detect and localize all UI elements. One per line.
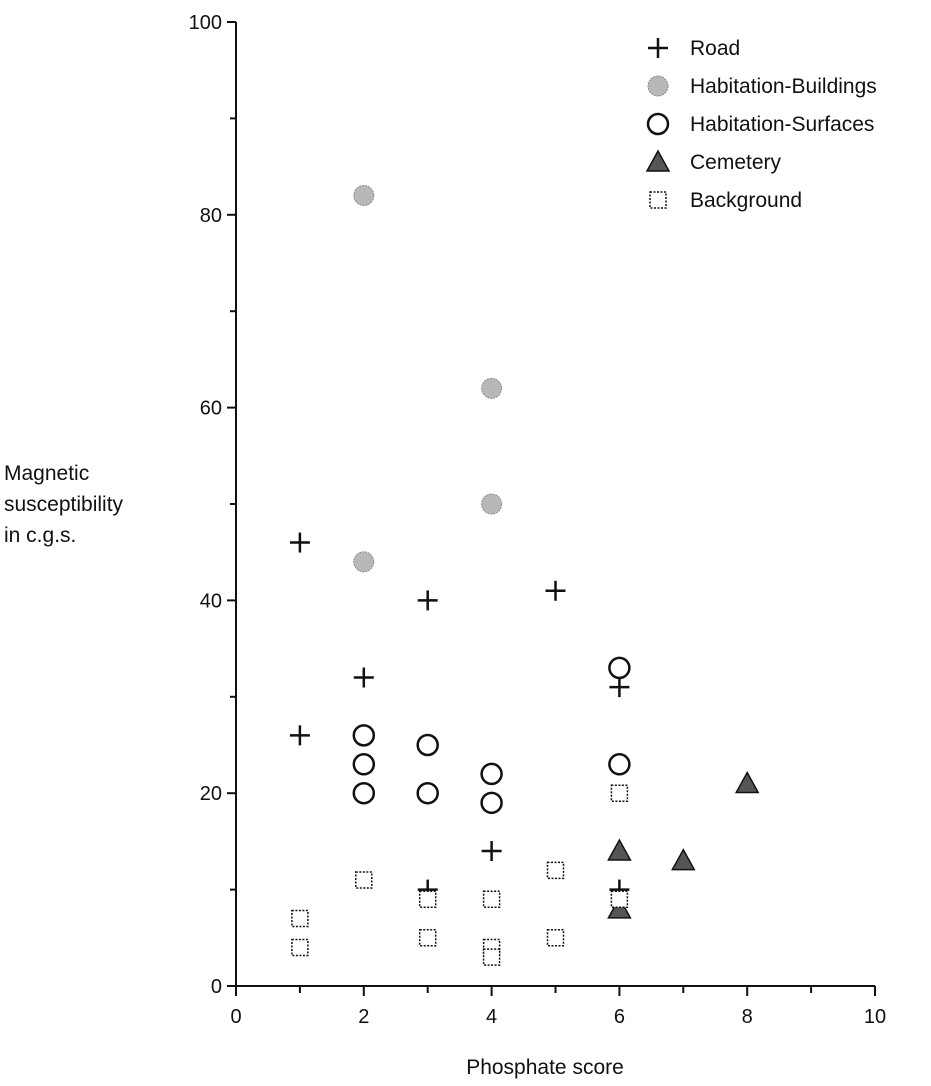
point-road [481,841,502,862]
point-habitation-surfaces [608,656,631,680]
point-road [289,725,310,746]
legend-label-road: Road [690,37,740,60]
point-habitation-surfaces [352,781,376,805]
x-axis-title: Phosphate score [466,1056,624,1079]
legend-marker-background [649,191,667,209]
y-tick-label: 60 [200,398,222,420]
y-axis-title-line: in c.g.s. [4,524,76,547]
point-habitation-surfaces [416,781,439,805]
point-background [482,890,501,908]
point-background [546,929,565,947]
point-road [545,580,566,601]
point-cemetery [671,848,696,871]
point-habitation-surfaces [480,762,503,786]
point-habitation-buildings [481,377,503,399]
y-tick-label: 40 [200,590,222,612]
legend-marker-road [648,38,668,58]
point-habitation-surfaces [608,753,631,776]
point-cemetery [734,771,760,794]
point-cemetery [607,838,632,861]
legend: Road Habitation-Buildings Habitation-Surfa… [645,37,877,212]
point-background [418,929,437,947]
point-background [610,784,629,802]
point-habitation-surfaces [352,753,376,776]
data-points [289,185,760,966]
y-axis-title: Magnetic susceptibility in c.g.s. [4,462,124,547]
point-background [610,890,629,908]
y-axis-title-line: susceptibility [4,493,124,516]
legend-label-habitation-buildings: Habitation-Buildings [690,75,877,98]
x-tick-label: 2 [358,1006,369,1028]
point-background [291,909,309,928]
legend-marker-habitation-surfaces [646,112,670,136]
y-tick-label: 80 [200,205,222,227]
y-tick-label: 20 [200,783,222,805]
x-tick-label: 0 [230,1006,241,1028]
point-background [482,948,501,966]
point-background [546,861,565,880]
point-road [417,590,438,611]
legend-marker-cemetery [645,149,671,172]
point-habitation-surfaces [416,733,439,757]
point-habitation-buildings [353,185,375,207]
point-road [353,667,374,688]
legend-label-habitation-surfaces: Habitation-Surfaces [690,113,874,136]
x-tick-label: 4 [486,1006,497,1028]
x-tick-label: 6 [614,1006,625,1028]
legend-label-cemetery: Cemetery [690,151,782,174]
point-habitation-surfaces [480,791,503,815]
y-tick-label: 0 [211,976,222,998]
legend-marker-habitation-buildings [647,75,669,97]
point-background [355,871,373,889]
legend-label-background: Background [690,189,802,212]
y-axis-title-line: Magnetic [4,462,89,485]
point-habitation-buildings [353,551,375,573]
axes: 0 20 40 60 80 100 0 2 4 6 8 10 [189,12,887,1028]
point-habitation-buildings [481,493,503,515]
point-background [291,938,309,957]
point-habitation-surfaces [352,724,376,747]
point-road [289,532,310,553]
point-background [418,890,437,908]
x-tick-label: 10 [864,1006,886,1028]
x-tick-label: 8 [742,1006,753,1028]
y-tick-label: 100 [189,12,222,34]
point-road [609,677,630,698]
